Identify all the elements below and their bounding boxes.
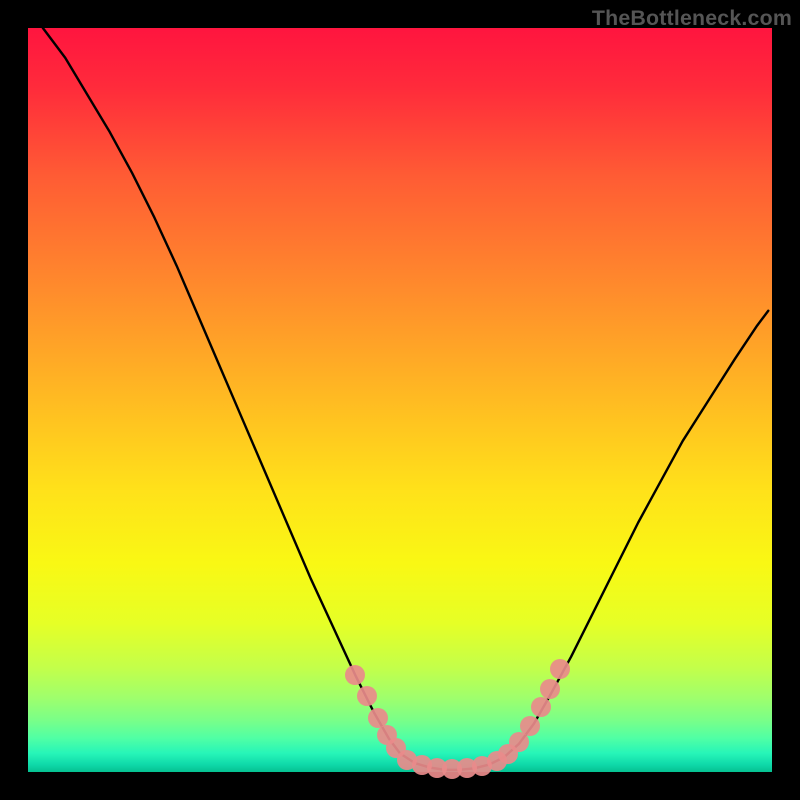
scatter-point	[345, 665, 365, 685]
scatter-point	[540, 679, 560, 699]
scatter-point	[550, 659, 570, 679]
scatter-point	[357, 686, 377, 706]
watermark-text: TheBottleneck.com	[592, 6, 792, 31]
figure-root: TheBottleneck.com	[0, 0, 800, 800]
scatter-point	[531, 697, 551, 717]
scatter-point	[520, 716, 540, 736]
plot-background	[28, 28, 772, 772]
